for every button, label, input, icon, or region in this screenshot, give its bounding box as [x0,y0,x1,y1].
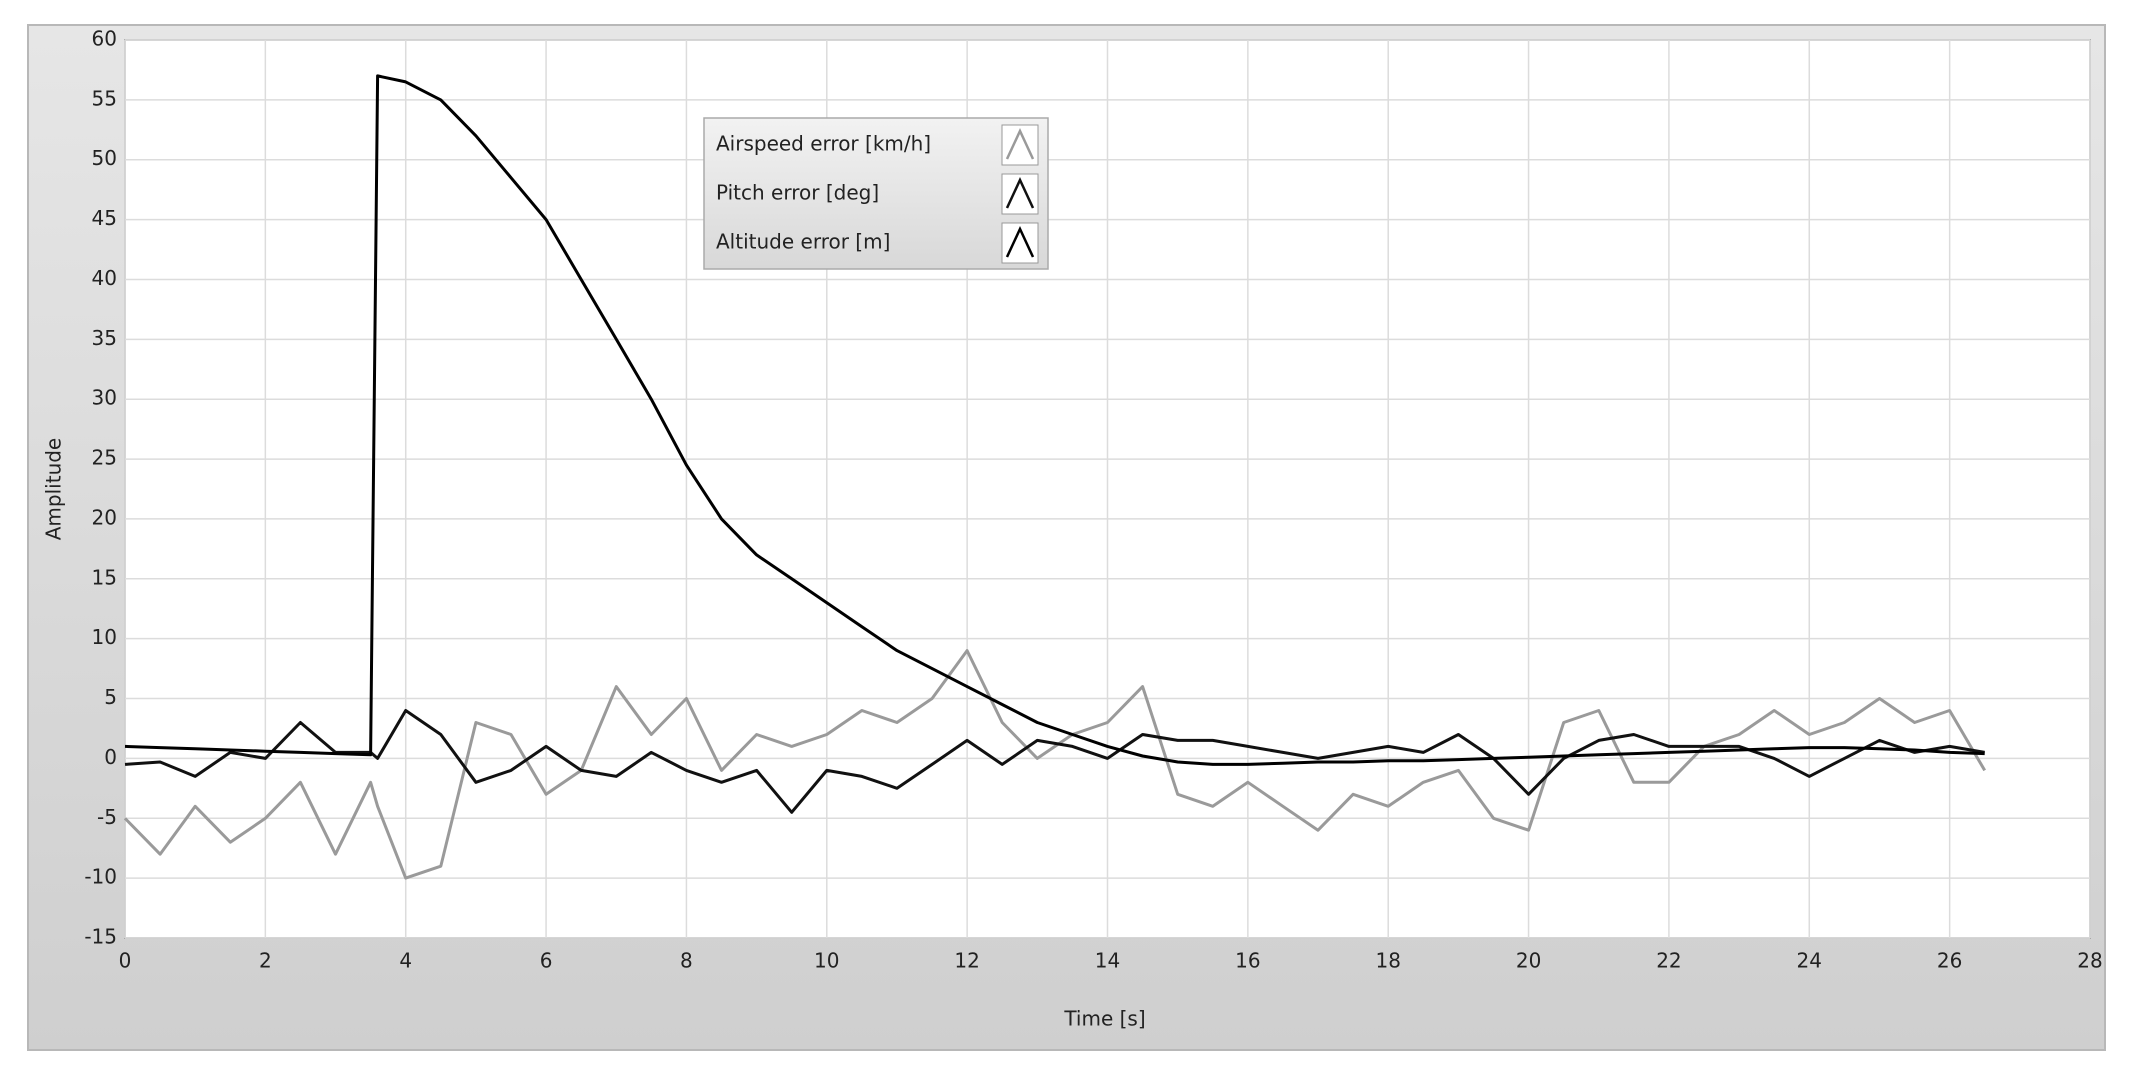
y-tick-label: -15 [84,925,117,949]
x-tick-label: 12 [954,949,979,973]
x-tick-label: 2 [259,949,272,973]
legend: Airspeed error [km/h] Pitch error [deg] Al… [703,117,1049,270]
series-line [123,649,1986,880]
y-tick-label: 45 [92,206,117,230]
x-tick-label: 0 [119,949,132,973]
y-tick-label: 0 [104,745,117,769]
x-tick-label: 24 [1797,949,1822,973]
y-tick-label: 10 [92,625,117,649]
x-tick-label: 22 [1656,949,1681,973]
y-tick-label: -10 [84,865,117,889]
y-tick-label: 40 [92,266,117,290]
y-axis-label: Amplitude [42,438,66,541]
y-tick-label: 30 [92,386,117,410]
y-tick-label: 55 [92,86,117,110]
x-tick-label: 26 [1937,949,1962,973]
y-tick-label: 25 [92,446,117,470]
y-tick-label: 60 [92,27,117,51]
legend-label: Pitch error [deg] [716,181,879,205]
series-line [124,709,1985,814]
y-tick-label: 35 [92,326,117,350]
legend-line [1005,177,1035,209]
y-tick-label: 15 [92,565,117,589]
x-tick-label: 18 [1375,949,1400,973]
x-tick-label: 10 [814,949,839,973]
y-tick-label: 5 [104,685,117,709]
y-tick-label: -5 [97,805,117,829]
legend-line [1005,226,1035,258]
legend-box [703,117,1049,270]
x-tick-label: 14 [1095,949,1120,973]
x-tick-label: 4 [399,949,412,973]
legend-line [1005,128,1035,160]
series-line [124,74,1985,766]
legend-label: Airspeed error [km/h] [716,132,931,156]
x-tick-label: 16 [1235,949,1260,973]
y-tick-label: 20 [92,505,117,529]
x-tick-label: 8 [680,949,693,973]
x-tick-label: 20 [1516,949,1541,973]
x-axis-label: Time [s] [1063,1007,1145,1031]
legend-label: Altitude error [m] [716,230,890,254]
x-tick-label: 6 [540,949,553,973]
x-tick-label: 28 [2077,949,2102,973]
y-tick-label: 50 [92,146,117,170]
